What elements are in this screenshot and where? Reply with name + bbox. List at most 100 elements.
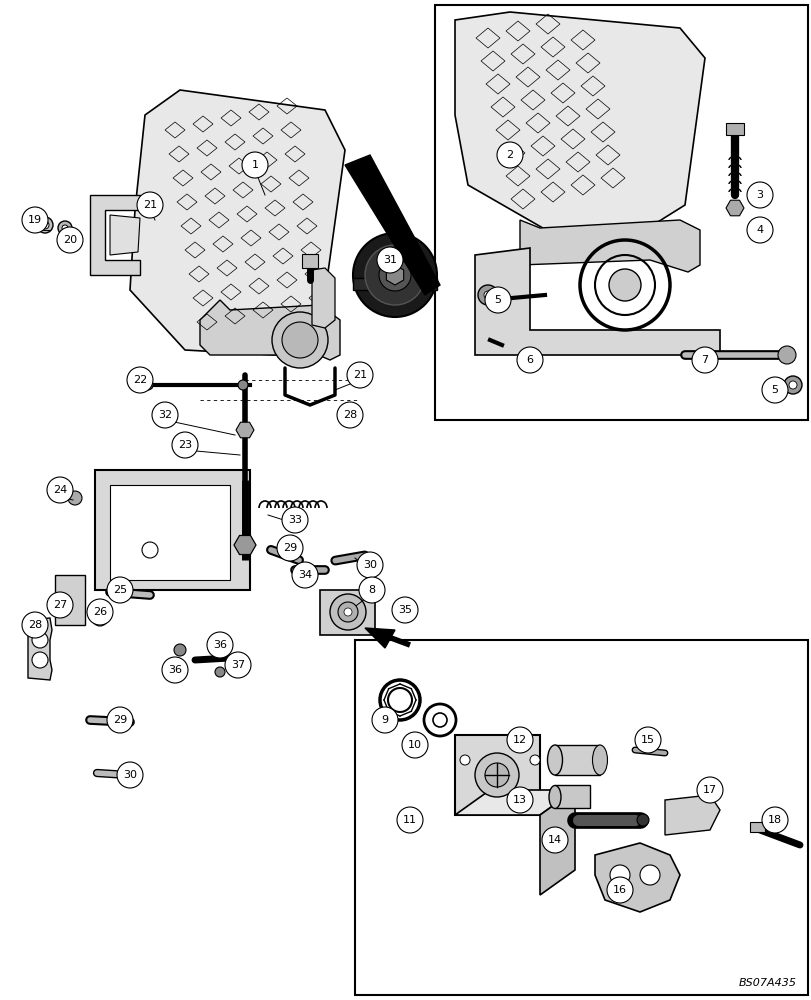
Circle shape: [777, 346, 795, 364]
Circle shape: [238, 380, 247, 390]
Circle shape: [162, 657, 188, 683]
Polygon shape: [454, 790, 574, 815]
Circle shape: [746, 217, 772, 243]
Circle shape: [460, 755, 470, 765]
Text: 14: 14: [547, 835, 561, 845]
Circle shape: [392, 597, 418, 623]
Circle shape: [357, 552, 383, 578]
Ellipse shape: [547, 745, 562, 775]
Circle shape: [746, 182, 772, 208]
Text: 8: 8: [368, 585, 375, 595]
Text: 36: 36: [212, 640, 227, 650]
Circle shape: [87, 599, 113, 625]
Circle shape: [57, 227, 83, 253]
Text: 28: 28: [342, 410, 357, 420]
Circle shape: [401, 732, 427, 758]
Polygon shape: [386, 265, 403, 285]
Polygon shape: [594, 843, 679, 912]
Circle shape: [337, 602, 358, 622]
Circle shape: [783, 376, 801, 394]
Polygon shape: [519, 220, 699, 272]
Text: 10: 10: [407, 740, 422, 750]
Circle shape: [517, 347, 543, 373]
Bar: [95, 470, 250, 590]
Text: 4: 4: [756, 225, 762, 235]
Text: 12: 12: [513, 735, 526, 745]
Text: 31: 31: [383, 255, 397, 265]
Circle shape: [484, 763, 508, 787]
Text: 37: 37: [230, 660, 245, 670]
Text: 19: 19: [28, 215, 42, 225]
Circle shape: [22, 207, 48, 233]
Text: 5: 5: [770, 385, 778, 395]
Circle shape: [506, 787, 532, 813]
Bar: [725, 123, 743, 135]
Circle shape: [346, 362, 372, 388]
Polygon shape: [664, 795, 719, 835]
Text: 26: 26: [92, 607, 107, 617]
Circle shape: [639, 865, 659, 885]
Bar: [320, 590, 375, 635]
Circle shape: [37, 217, 53, 233]
Circle shape: [608, 269, 640, 301]
Polygon shape: [234, 535, 255, 555]
Polygon shape: [130, 90, 345, 355]
Text: 17: 17: [702, 785, 716, 795]
Text: 5: 5: [494, 295, 501, 305]
Circle shape: [32, 652, 48, 668]
Text: 24: 24: [53, 485, 67, 495]
Text: 18: 18: [767, 815, 781, 825]
Text: 28: 28: [28, 620, 42, 630]
Text: 7: 7: [701, 355, 708, 365]
Circle shape: [117, 762, 143, 788]
Text: 21: 21: [353, 370, 367, 380]
Circle shape: [281, 322, 318, 358]
Text: 25: 25: [113, 585, 127, 595]
Circle shape: [215, 667, 225, 677]
Text: 15: 15: [640, 735, 654, 745]
Bar: [454, 735, 539, 815]
Circle shape: [152, 402, 178, 428]
Circle shape: [272, 312, 328, 368]
Circle shape: [636, 814, 648, 826]
Circle shape: [107, 707, 133, 733]
Circle shape: [41, 221, 49, 229]
Polygon shape: [554, 745, 599, 775]
Text: 32: 32: [158, 410, 172, 420]
Text: 3: 3: [756, 190, 762, 200]
Circle shape: [207, 632, 233, 658]
Circle shape: [22, 612, 48, 638]
Circle shape: [137, 192, 163, 218]
Text: 11: 11: [402, 815, 417, 825]
Circle shape: [634, 727, 660, 753]
Text: 36: 36: [168, 665, 182, 675]
Circle shape: [478, 285, 497, 305]
Bar: [302, 254, 318, 268]
Bar: [109, 485, 230, 580]
Circle shape: [68, 491, 82, 505]
Circle shape: [62, 225, 68, 231]
Text: 9: 9: [381, 715, 388, 725]
Circle shape: [329, 594, 366, 630]
Circle shape: [172, 432, 198, 458]
Circle shape: [609, 865, 629, 885]
Circle shape: [530, 755, 539, 765]
Circle shape: [358, 577, 384, 603]
Text: 35: 35: [397, 605, 411, 615]
Circle shape: [32, 632, 48, 648]
Polygon shape: [365, 628, 394, 648]
Circle shape: [365, 245, 424, 305]
Polygon shape: [725, 200, 743, 216]
Polygon shape: [345, 155, 440, 295]
Circle shape: [607, 877, 633, 903]
Bar: [55, 575, 85, 625]
Bar: [749, 822, 764, 832]
Circle shape: [496, 142, 522, 168]
Circle shape: [143, 380, 152, 390]
Circle shape: [696, 777, 722, 803]
Circle shape: [174, 644, 186, 656]
Text: 22: 22: [133, 375, 147, 385]
Polygon shape: [454, 12, 704, 235]
Circle shape: [371, 707, 397, 733]
Bar: [353, 278, 436, 290]
